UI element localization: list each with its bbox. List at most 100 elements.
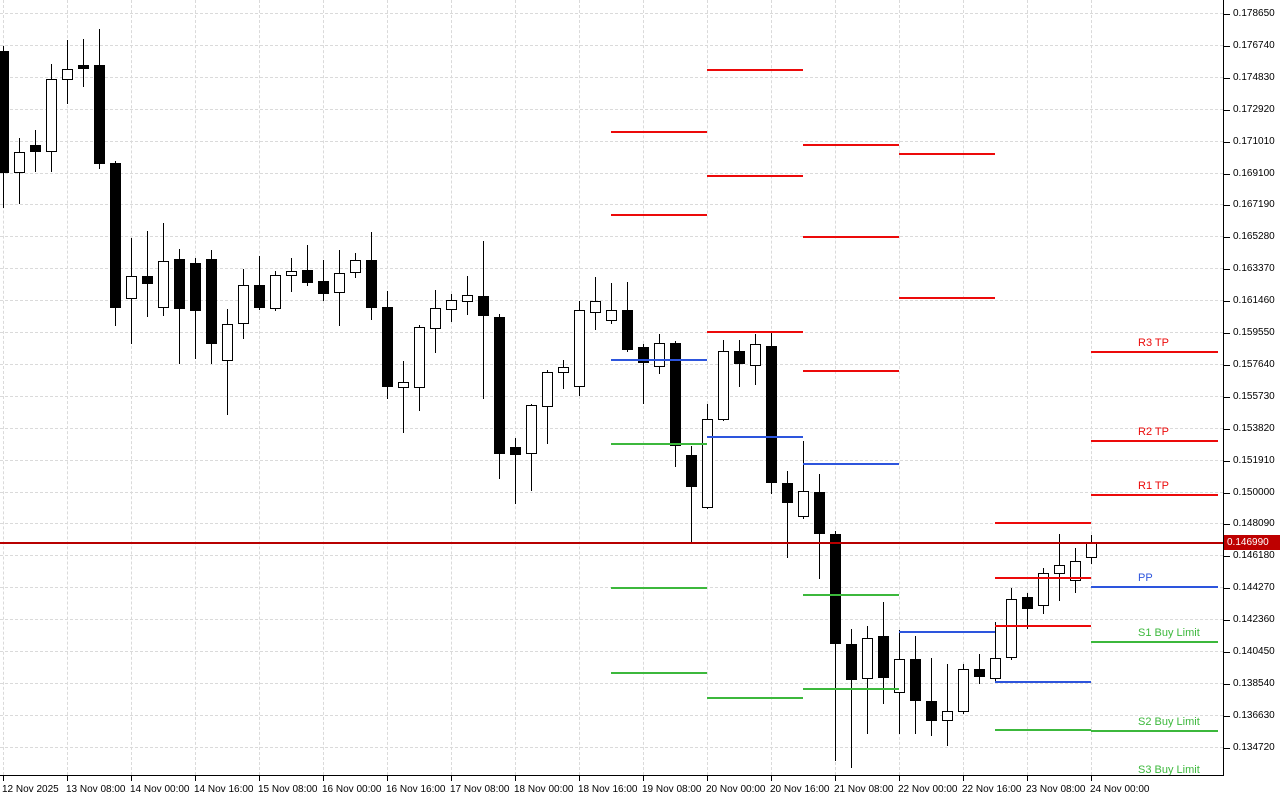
time-axis-label: 17 Nov 08:00 — [450, 784, 510, 795]
pivot-line-resistance — [707, 331, 803, 333]
price-axis-label: 0.153820 — [1233, 423, 1275, 434]
gridline-horizontal — [0, 428, 1223, 429]
gridline-horizontal — [0, 109, 1223, 110]
candle-body — [46, 79, 57, 152]
candle-wick — [851, 629, 852, 768]
candle-body — [350, 260, 361, 273]
price-axis-label: 0.151910 — [1233, 455, 1275, 466]
time-axis-label: 14 Nov 16:00 — [194, 784, 254, 795]
price-axis-label: 0.134720 — [1233, 742, 1275, 753]
pivot-line-resistance — [1091, 351, 1218, 353]
gridline-horizontal — [0, 13, 1223, 14]
candle-body — [894, 659, 905, 693]
pivot-line-resistance — [803, 144, 899, 146]
candle-wick — [147, 231, 148, 317]
gridline-vertical — [195, 0, 196, 775]
time-axis: 12 Nov 2025 13 Nov 08:00 14 Nov 00:00 14 No… — [0, 776, 1224, 800]
candle-body — [446, 300, 457, 310]
candle-body — [270, 275, 281, 309]
price-tick — [1224, 301, 1230, 302]
candle-body — [398, 382, 409, 388]
pivot-line-resistance — [995, 522, 1091, 524]
pivot-line-resistance — [1091, 440, 1218, 442]
candle-wick — [867, 626, 868, 734]
candle-body — [430, 308, 441, 329]
pivot-line-resistance — [803, 236, 899, 238]
candle-body — [30, 145, 41, 152]
price-tick — [1224, 588, 1230, 589]
price-tick — [1224, 397, 1230, 398]
time-tick — [451, 776, 452, 781]
pivot-line-support — [1091, 730, 1218, 732]
candle-body — [318, 281, 329, 294]
pivot-line-pivot — [707, 436, 803, 438]
gridline-horizontal — [0, 619, 1223, 620]
candle-body — [702, 419, 713, 508]
price-axis-label: 0.150000 — [1233, 487, 1275, 498]
candle-body — [366, 260, 377, 308]
candle-body — [494, 317, 505, 454]
gridline-horizontal — [0, 715, 1223, 716]
pivot-line-resistance — [995, 625, 1091, 627]
candle-body — [910, 659, 921, 701]
candle-wick — [643, 344, 644, 404]
candle-body — [862, 638, 873, 679]
price-tick — [1224, 174, 1230, 175]
price-tick — [1224, 365, 1230, 366]
price-tick — [1224, 716, 1230, 717]
time-axis-label: 18 Nov 16:00 — [578, 784, 638, 795]
pivot-line-resistance — [707, 175, 803, 177]
price-tick — [1224, 652, 1230, 653]
pivot-line-support — [1091, 641, 1218, 643]
gridline-horizontal — [0, 747, 1223, 748]
candle-body — [558, 367, 569, 373]
candle-body — [1054, 565, 1065, 574]
gridline-horizontal — [0, 555, 1223, 556]
time-tick — [1091, 776, 1092, 781]
candle-body — [302, 270, 313, 283]
pivot-line-support — [803, 594, 899, 596]
candle-wick — [931, 658, 932, 736]
candle-body — [286, 271, 297, 276]
candle-body — [526, 405, 537, 454]
price-axis-label: 0.146180 — [1233, 550, 1275, 561]
pivot-line-resistance — [611, 214, 707, 216]
candle-body — [814, 492, 825, 534]
candle-body — [926, 701, 937, 721]
pivot-line-support — [707, 697, 803, 699]
price-axis-label: 0.167190 — [1233, 199, 1275, 210]
chart-plot-area[interactable]: R3 TP R2 TP R1 TP PP S1 Buy Limit S2 Buy Limi… — [0, 0, 1224, 776]
candle-wick — [835, 531, 836, 761]
candle-body — [110, 163, 121, 308]
candle-body — [606, 310, 617, 321]
price-tick — [1224, 493, 1230, 494]
time-axis-label: 12 Nov 2025 — [2, 784, 59, 795]
candle-body — [542, 372, 553, 407]
pivot-level-label: R1 TP — [1138, 480, 1169, 492]
time-tick — [643, 776, 644, 781]
candle-wick — [227, 309, 228, 415]
pivot-line-pivot — [899, 631, 995, 633]
price-tick — [1224, 46, 1230, 47]
time-tick — [515, 776, 516, 781]
pivot-line-pivot — [611, 359, 707, 361]
gridline-horizontal — [0, 236, 1223, 237]
candle-body — [766, 346, 777, 483]
candle-wick — [611, 283, 612, 324]
candle-body — [798, 491, 809, 517]
pivot-level-label: R2 TP — [1138, 426, 1169, 438]
price-axis-label: 0.157640 — [1233, 359, 1275, 370]
gridline-vertical — [899, 0, 900, 775]
time-tick — [323, 776, 324, 781]
pivot-line-pivot — [995, 681, 1091, 683]
candle-body — [174, 259, 185, 309]
gridline-vertical — [259, 0, 260, 775]
gridline-horizontal — [0, 204, 1223, 205]
candle-body — [510, 447, 521, 455]
candle-body — [334, 273, 345, 293]
pivot-line-resistance — [995, 577, 1091, 579]
candle-body — [1006, 599, 1017, 658]
candle-body — [830, 534, 841, 644]
gridline-vertical — [835, 0, 836, 775]
